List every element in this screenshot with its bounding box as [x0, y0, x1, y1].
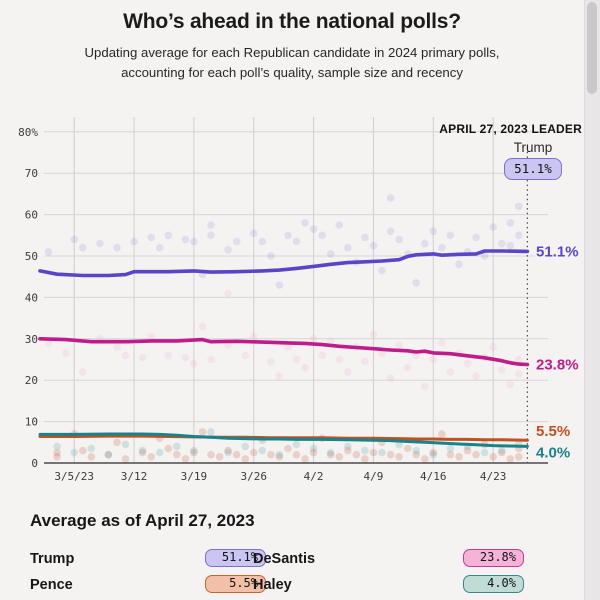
svg-text:70: 70 — [25, 167, 38, 180]
svg-text:51.1%: 51.1% — [536, 243, 579, 260]
legend-name-pence: Pence — [30, 577, 73, 593]
svg-text:3/19: 3/19 — [181, 470, 208, 483]
svg-text:4/16: 4/16 — [420, 470, 447, 483]
leader-kicker: APRIL 27, 2023 LEADER — [439, 122, 582, 136]
svg-text:50: 50 — [25, 250, 38, 263]
page-subtitle: Updating average for each Republican can… — [84, 45, 500, 80]
legend-value-badge-haley: 4.0% — [463, 575, 524, 593]
polls-chart-canvas: 3/5/23 3/12 3/19 3/26 4/2 4/9 4/16 4/23 0 10 20 30 4… — [18, 117, 581, 483]
legend-name-desantis: DeSantis — [253, 551, 316, 567]
svg-text:23.8%: 23.8% — [536, 357, 579, 374]
legend-value-badge-trump: 51.1% — [205, 549, 266, 567]
svg-text:4/2: 4/2 — [304, 470, 324, 483]
legend-name-haley: Haley — [253, 577, 292, 593]
legend-value-badge-pence: 5.5% — [205, 575, 266, 593]
svg-text:80%: 80% — [18, 126, 38, 139]
svg-text:4/23: 4/23 — [480, 470, 507, 483]
svg-text:60: 60 — [25, 209, 38, 222]
svg-text:4.0%: 4.0% — [536, 444, 570, 461]
svg-text:4/9: 4/9 — [364, 470, 384, 483]
svg-text:3/12: 3/12 — [121, 470, 148, 483]
svg-text:20: 20 — [25, 374, 38, 387]
polls-chart[interactable]: 3/5/23 3/12 3/19 3/26 4/2 4/9 4/16 4/23 0 10 20 30 4… — [0, 105, 600, 497]
svg-text:40: 40 — [25, 291, 38, 304]
legend-heading: Average as of April 27, 2023 — [30, 511, 255, 530]
page-header: Who’s ahead in the national polls? Updat… — [0, 10, 584, 83]
svg-text:0: 0 — [31, 457, 38, 470]
svg-text:3/5/23: 3/5/23 — [54, 470, 94, 483]
leader-value-badge: 51.1% — [504, 158, 562, 180]
svg-text:30: 30 — [25, 333, 38, 346]
scrollbar-track[interactable] — [584, 0, 600, 600]
svg-text:5.5%: 5.5% — [536, 423, 570, 440]
scrollbar-thumb[interactable] — [587, 2, 597, 94]
svg-text:10: 10 — [25, 416, 38, 429]
leader-name: Trump — [513, 140, 553, 155]
svg-text:3/26: 3/26 — [241, 470, 268, 483]
page-title: Who’s ahead in the national polls? — [123, 10, 461, 33]
legend-name-trump: Trump — [30, 551, 75, 567]
legend-value-badge-desantis: 23.8% — [463, 549, 524, 567]
